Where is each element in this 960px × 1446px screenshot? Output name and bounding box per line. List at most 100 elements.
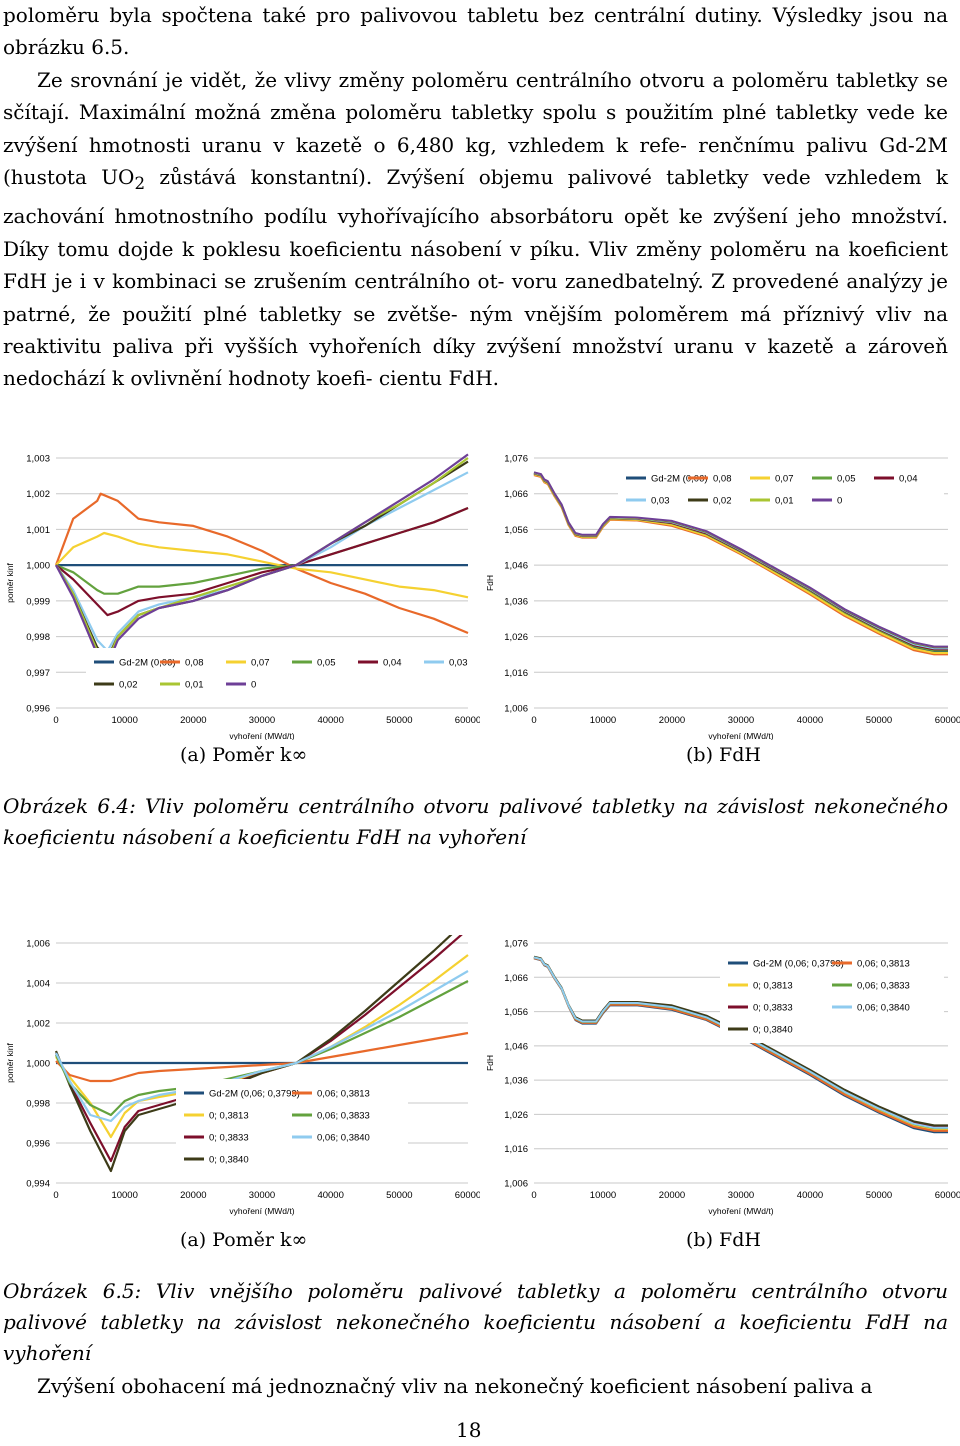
chart-2-x-tick-label: 20000 <box>180 1190 206 1201</box>
chart-1-x-tick-label: 30000 <box>728 715 754 726</box>
chart-3-y-tick-label: 1,056 <box>504 1007 528 1018</box>
chart-1-y-tick-label: 1,016 <box>504 668 528 679</box>
chart-2-y-axis-label: poměr kinf <box>5 1043 15 1083</box>
paragraph: Ze srovnání je vidět, že vlivy změny pol… <box>3 67 949 391</box>
subcaption-a: (a) Poměr k∞ <box>180 1229 308 1251</box>
chart-0-series-line <box>55 457 469 663</box>
chart-3-legend-label: 0,06; 0,3840 <box>857 1003 910 1014</box>
chart-1-x-tick-label: 10000 <box>590 715 616 726</box>
chart-0-series-line <box>55 460 469 660</box>
paragraph-start: Zvýšení obohacení má jednoznačný vliv na… <box>37 1374 873 1398</box>
chart-2-legend-label: 0,06; 0,3840 <box>317 1133 370 1144</box>
chart-1-legend-label: Gd-2M (0,06) <box>651 474 708 485</box>
chart-0-legend-label: 0,05 <box>317 658 336 669</box>
chart-3-y-tick-label: 1,076 <box>504 939 528 950</box>
chart-1-x-tick-label: 0 <box>531 715 536 726</box>
chart-3-legend-label: 0; 0,3813 <box>753 981 793 992</box>
subcaption-b: (b) FdH <box>686 744 761 766</box>
chart-1-x-tick-label: 50000 <box>866 715 892 726</box>
chart-3-x-tick-label: 0 <box>531 1190 536 1201</box>
page-number: 18 <box>456 1418 482 1442</box>
figure-caption: Obrázek 6.5: Vliv vnějšího poloměru pali… <box>3 1276 948 1369</box>
chart-2-x-tick-label: 30000 <box>249 1190 275 1201</box>
chart-2-y-tick-label: 0,998 <box>26 1099 50 1110</box>
chart-1-legend-label: 0,01 <box>775 496 794 507</box>
chart-0-series-line <box>54 492 469 635</box>
chart-0-y-tick-label: 0,997 <box>26 668 50 679</box>
chart-kinf-center-hole: 0,996 0,997 0,998 0,999 1,000 1,001 1,002 1,003… <box>5 454 480 740</box>
chart-2-y-tick-label: 0,994 <box>26 1179 50 1190</box>
chart-3-x-tick-label: 60000 <box>935 1190 960 1201</box>
chart-1-legend-label: 0,08 <box>713 474 732 485</box>
chart-2-legend-label: 0; 0,3833 <box>209 1133 249 1144</box>
chart-3-legend-label: 0,06; 0,3833 <box>857 981 910 992</box>
chart-0-legend-box <box>86 648 480 698</box>
chart-1-x-tick-label: 60000 <box>935 715 960 726</box>
chart-1-y-tick-label: 1,046 <box>504 561 528 572</box>
chart-1-legend-label: 0,04 <box>899 474 918 485</box>
chart-3-x-tick-label: 20000 <box>659 1190 685 1201</box>
chart-3-x-tick-label: 50000 <box>866 1190 892 1201</box>
chart-1-x-axis-label: vyhoření (MWd/t) <box>708 731 773 740</box>
figure-caption: Obrázek 6.4: Vliv poloměru centrálního o… <box>3 791 948 853</box>
chart-0-series-line <box>55 471 469 652</box>
chart-1-y-tick-label: 1,026 <box>504 632 528 643</box>
chart-3-legend-label: Gd-2M (0,06; 0,3793) <box>753 959 844 970</box>
chart-2-x-axis-label: vyhoření (MWd/t) <box>229 1206 294 1216</box>
chart-2-x-tick-label: 10000 <box>111 1190 137 1201</box>
chart-0-legend-label: 0,01 <box>185 680 204 691</box>
chart-2-legend-label: Gd-2M (0,06; 0,3793) <box>209 1089 300 1100</box>
chart-0-legend-label: 0 <box>251 680 256 691</box>
chart-0-y-tick-label: 1,000 <box>26 561 50 572</box>
chart-1-x-tick-label: 20000 <box>659 715 685 726</box>
chart-1-legend-label: 0,02 <box>713 496 732 507</box>
chart-0-y-tick-label: 0,998 <box>26 632 50 643</box>
chart-2-x-tick-label: 40000 <box>317 1190 343 1201</box>
chart-0-x-tick-label: 40000 <box>317 715 343 726</box>
chart-1-legend-label: 0,03 <box>651 496 670 507</box>
chart-2-y-tick-label: 1,002 <box>26 1019 50 1030</box>
chart-2-x-tick-label: 50000 <box>386 1190 412 1201</box>
chart-3-series-line <box>533 956 948 1129</box>
chart-2-x-tick-label: 0 <box>53 1190 58 1201</box>
chart-2-legend-box <box>176 1079 408 1173</box>
chart-3-x-tick-label: 30000 <box>728 1190 754 1201</box>
chart-3-x-axis-label: vyhoření (MWd/t) <box>708 1206 773 1216</box>
chart-3-y-tick-label: 1,006 <box>504 1179 528 1190</box>
body-text: poloměru byla spočtena také pro palivovo… <box>3 0 948 395</box>
chart-0-y-tick-label: 0,996 <box>26 704 50 715</box>
chart-0-legend-label: Gd-2M (0,06) <box>119 658 176 669</box>
chart-3-x-tick-label: 10000 <box>590 1190 616 1201</box>
chart-0-y-axis-label: poměr kinf <box>5 563 15 603</box>
chart-2-series-line <box>55 1031 469 1083</box>
chart-1-y-tick-label: 1,056 <box>504 525 528 536</box>
chart-3-legend-label: 0,06; 0,3813 <box>857 959 910 970</box>
chart-3-y-tick-label: 1,036 <box>504 1076 528 1087</box>
chart-2-legend-label: 0,06; 0,3833 <box>317 1111 370 1122</box>
paragraph-continued: poloměru byla spočtena také pro palivovo… <box>3 3 949 60</box>
chart-kinf-outer-radius: 0,994 0,996 0,998 1,000 1,002 1,004 1,006 0 1000… <box>5 935 480 1216</box>
chart-1-y-tick-label: 1,006 <box>504 704 528 715</box>
chart-0-legend-label: 0,03 <box>449 658 468 669</box>
chart-1-y-tick-label: 1,066 <box>504 489 528 500</box>
chart-0-legend-label: 0,04 <box>383 658 402 669</box>
chart-0-x-tick-label: 0 <box>53 715 58 726</box>
chart-2-legend-label: 0,06; 0,3813 <box>317 1089 370 1100</box>
chart-0-x-tick-label: 50000 <box>386 715 412 726</box>
chart-2-y-tick-label: 1,004 <box>26 979 50 990</box>
chart-0-x-tick-label: 20000 <box>180 715 206 726</box>
subcaption-b: (b) FdH <box>686 1229 761 1251</box>
chart-1-legend-label: 0,07 <box>775 474 794 485</box>
chart-1-legend-label: 0,05 <box>837 474 856 485</box>
chart-0-y-tick-label: 1,003 <box>26 454 50 465</box>
chart-0-legend-label: 0,08 <box>185 658 204 669</box>
chart-1-series-line <box>533 471 948 648</box>
figure-label: Obrázek 6.5: <box>3 1279 142 1303</box>
chart-1-legend-label: 0 <box>837 496 842 507</box>
chart-2-x-tick-label: 60000 <box>455 1190 480 1201</box>
chart-2-y-tick-label: 1,000 <box>26 1059 50 1070</box>
chart-1-legend-box <box>618 464 944 514</box>
chart-3-y-axis-label: FdH <box>485 1055 495 1071</box>
chart-3-legend-label: 0; 0,3840 <box>753 1025 793 1036</box>
chart-3-y-tick-label: 1,066 <box>504 973 528 984</box>
